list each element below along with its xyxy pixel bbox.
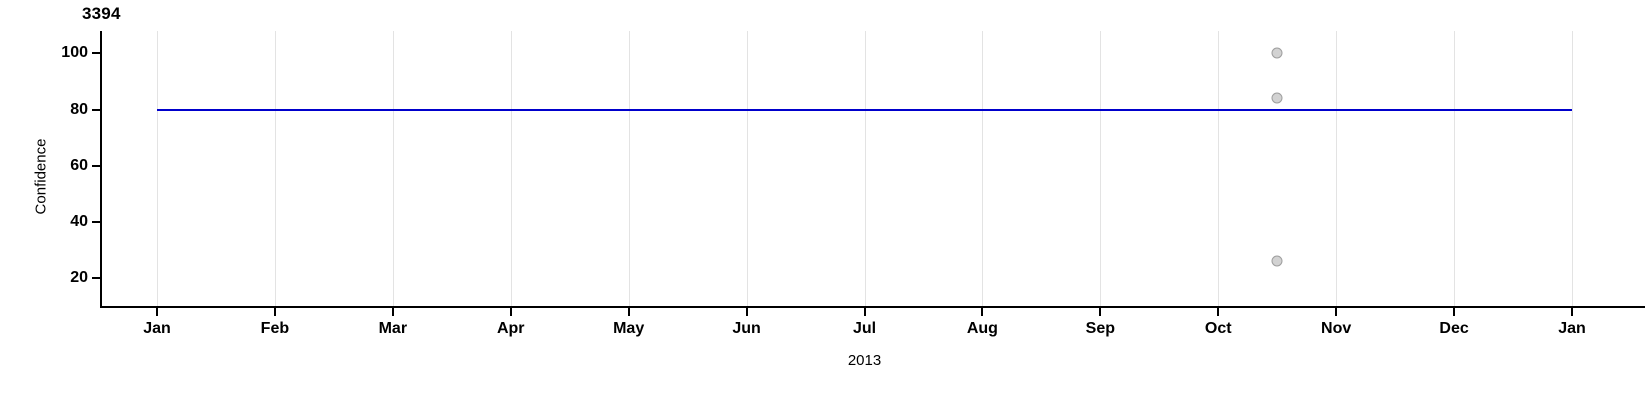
x-axis-tick-label: Aug	[966, 320, 998, 337]
gridline	[392, 31, 394, 306]
y-axis-tick-label: 40	[70, 212, 88, 230]
y-axis-tick-label: 100	[61, 44, 88, 62]
x-axis-tick-label: Jul	[852, 320, 877, 337]
chart-title: 3394	[82, 4, 121, 23]
x-axis-tick	[1217, 308, 1220, 316]
gridline	[1454, 31, 1456, 306]
y-axis-tick-label: 60	[70, 156, 88, 174]
x-axis-tick-label: Nov	[1321, 320, 1352, 337]
x-axis-tick-label: Oct	[1204, 320, 1232, 337]
x-axis-tick-label: Mar	[378, 320, 408, 337]
x-axis-tick	[1335, 308, 1338, 316]
x-axis-tick	[509, 308, 512, 316]
data-point[interactable]	[1271, 92, 1283, 104]
x-axis-tick	[1099, 308, 1102, 316]
gridline	[157, 31, 158, 306]
x-axis-tick	[981, 308, 984, 316]
x-axis-tick	[156, 308, 158, 316]
y-axis-tick	[92, 108, 100, 111]
gridline	[1572, 31, 1573, 306]
y-axis-tick	[92, 276, 100, 279]
y-axis-tick	[92, 220, 100, 223]
x-axis-tick	[1571, 308, 1573, 316]
x-axis-title: 2013	[847, 352, 882, 369]
y-axis-line	[100, 31, 102, 308]
x-axis-tick	[745, 308, 748, 316]
y-axis-tick	[92, 164, 100, 167]
gridline	[1100, 31, 1102, 306]
x-axis-tick-label: May	[613, 320, 645, 337]
gridline	[982, 31, 984, 306]
y-axis-tick	[92, 52, 100, 55]
gridline	[510, 31, 512, 306]
x-axis-tick	[273, 308, 276, 316]
x-axis-tick	[1453, 308, 1456, 316]
confidence-threshold-line	[157, 108, 1572, 111]
x-axis-tick	[391, 308, 394, 316]
gridline	[628, 31, 630, 306]
x-axis-tick-label: Apr	[496, 320, 525, 337]
x-axis-tick-label: Feb	[260, 320, 290, 337]
x-axis-tick-label: Sep	[1085, 320, 1115, 337]
gridline	[1218, 31, 1220, 306]
x-axis-tick-label: Dec	[1439, 320, 1469, 337]
gridline	[746, 31, 748, 306]
x-axis-line	[100, 306, 1645, 308]
x-axis-tick	[863, 308, 866, 316]
gridline	[274, 31, 276, 306]
data-point[interactable]	[1271, 255, 1283, 267]
gridline	[1336, 31, 1338, 306]
x-axis-tick-label: Jan	[1558, 320, 1586, 337]
x-axis-tick	[627, 308, 630, 316]
x-axis-tick-label: Jun	[732, 320, 761, 337]
y-axis-tick-label: 80	[70, 100, 88, 118]
gridline	[864, 31, 866, 306]
data-point[interactable]	[1271, 47, 1283, 59]
y-axis-tick-label: 20	[70, 268, 88, 286]
x-axis-tick-label: Jan	[143, 320, 171, 337]
